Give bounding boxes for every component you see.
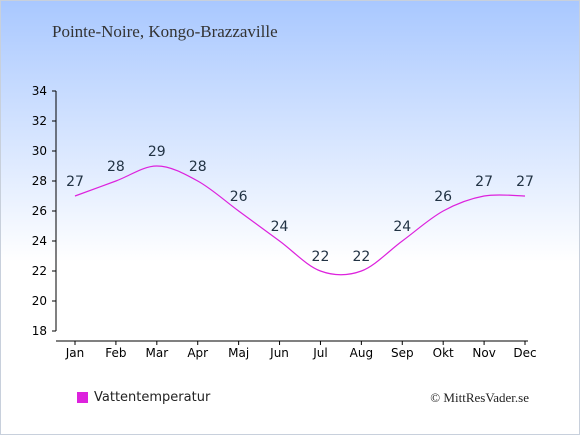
series-line — [74, 165, 526, 276]
y-tick-label: 32 — [32, 114, 47, 128]
x-tick-label: Okt — [433, 346, 454, 360]
x-tick-label: Mar — [145, 346, 168, 360]
data-label: 24 — [393, 219, 411, 235]
credit-text: © MittResVader.se — [430, 390, 529, 405]
y-tick-label: 26 — [32, 204, 47, 218]
chart-title: Pointe-Noire, Kongo-Brazzaville — [52, 22, 278, 41]
data-label: 24 — [271, 219, 289, 235]
x-tick-label: Jun — [269, 346, 289, 360]
y-tick-label: 28 — [32, 174, 47, 188]
x-tick-label: Maj — [228, 346, 249, 360]
x-tick-label: Aug — [350, 346, 373, 360]
data-labels: 27 28 29 28 26 24 22 22 24 26 27 27 — [66, 144, 534, 272]
y-tick-label: 24 — [32, 234, 47, 248]
y-tick-label: 18 — [32, 324, 47, 338]
data-label: 22 — [312, 249, 330, 265]
legend-swatch — [77, 392, 88, 403]
data-label: 27 — [66, 174, 84, 190]
x-tick-label: Sep — [391, 346, 414, 360]
x-tick-label: Nov — [472, 346, 495, 360]
axes: 18 20 22 24 26 28 30 32 34 Jan Feb Mar Apr Maj Jun Jul A… — [32, 84, 537, 360]
legend-label: Vattentemperatur — [94, 390, 211, 405]
data-label: 29 — [148, 144, 166, 160]
y-tick-label: 34 — [32, 84, 47, 98]
data-label: 28 — [107, 159, 125, 175]
data-label: 26 — [434, 189, 452, 205]
data-label: 26 — [230, 189, 248, 205]
x-tick-label: Jul — [312, 346, 327, 360]
legend: Vattentemperatur — [77, 390, 210, 405]
x-tick-label: Feb — [105, 346, 126, 360]
x-tick-label: Jan — [65, 346, 85, 360]
data-label: 27 — [475, 174, 493, 190]
y-tick-label: 22 — [32, 264, 47, 278]
x-tick-label: Apr — [187, 346, 208, 360]
y-tick-label: 20 — [32, 294, 47, 308]
data-label: 28 — [189, 159, 207, 175]
data-label: 22 — [352, 249, 370, 265]
y-tick-label: 30 — [32, 144, 47, 158]
data-label: 27 — [516, 174, 534, 190]
x-tick-label: Dec — [513, 346, 536, 360]
series-group — [74, 165, 526, 276]
